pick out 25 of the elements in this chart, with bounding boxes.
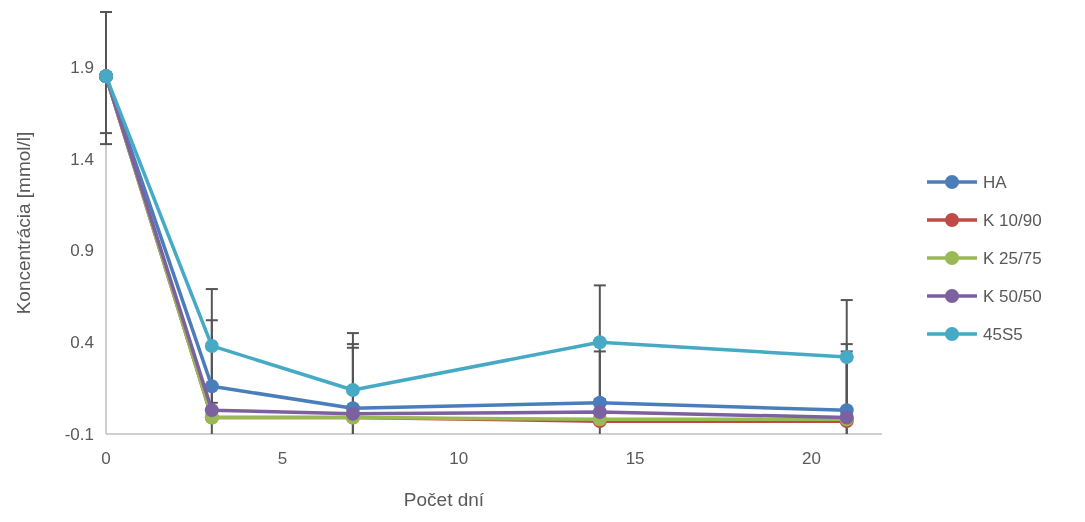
x-tick-label: 5: [277, 449, 288, 468]
point: [204, 379, 219, 394]
y-tick-label: 0.4: [70, 333, 94, 353]
legend-label: K 50/50: [983, 286, 1042, 306]
y-tick-label: -0.1: [64, 424, 94, 444]
point: [204, 338, 219, 353]
point: [592, 335, 607, 350]
point: [204, 403, 219, 418]
y-tick-label: 1.9: [70, 57, 94, 77]
y-axis-title: Koncentrácia [mmol/l]: [13, 131, 34, 315]
legend-label: K 10/90: [983, 210, 1042, 230]
x-tick-label: 20: [801, 449, 821, 468]
x-tick-label: 0: [101, 449, 111, 468]
x-tick-label: 15: [625, 449, 645, 468]
legend-label: K 25/75: [983, 248, 1042, 268]
y-tick-label: 0.9: [70, 241, 94, 261]
point: [345, 382, 360, 397]
x-tick-label: 10: [449, 449, 469, 468]
x-axis-title: Počet dní: [403, 489, 485, 510]
point: [345, 406, 360, 421]
y-tick-label: 1.4: [70, 149, 94, 169]
legend-label: HA: [983, 172, 1008, 192]
point: [592, 404, 607, 419]
legend-label: 45S5: [983, 324, 1023, 344]
point: [839, 349, 854, 364]
